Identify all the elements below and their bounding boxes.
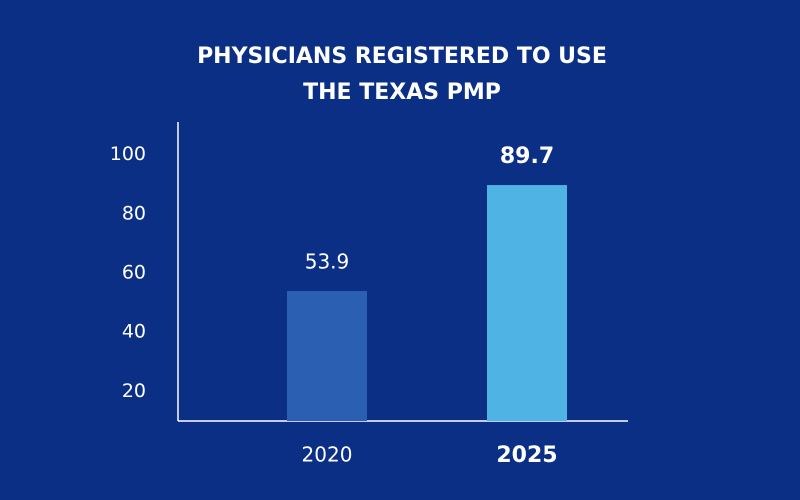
x-tick-label: 2020 bbox=[302, 443, 353, 467]
chart-title: THE TEXAS PMP bbox=[303, 80, 501, 105]
bar bbox=[487, 185, 567, 421]
value-label: 89.7 bbox=[500, 144, 554, 169]
y-tick-label: 40 bbox=[122, 321, 146, 343]
y-tick-label: 60 bbox=[122, 262, 146, 284]
chart-title: PHYSICIANS REGISTERED TO USE bbox=[197, 44, 607, 69]
x-tick-label: 2025 bbox=[496, 443, 557, 468]
value-label: 53.9 bbox=[305, 250, 350, 274]
y-tick-label: 100 bbox=[110, 143, 146, 165]
y-tick-label: 20 bbox=[122, 380, 146, 402]
y-tick-label: 80 bbox=[122, 202, 146, 224]
bar bbox=[287, 291, 367, 421]
